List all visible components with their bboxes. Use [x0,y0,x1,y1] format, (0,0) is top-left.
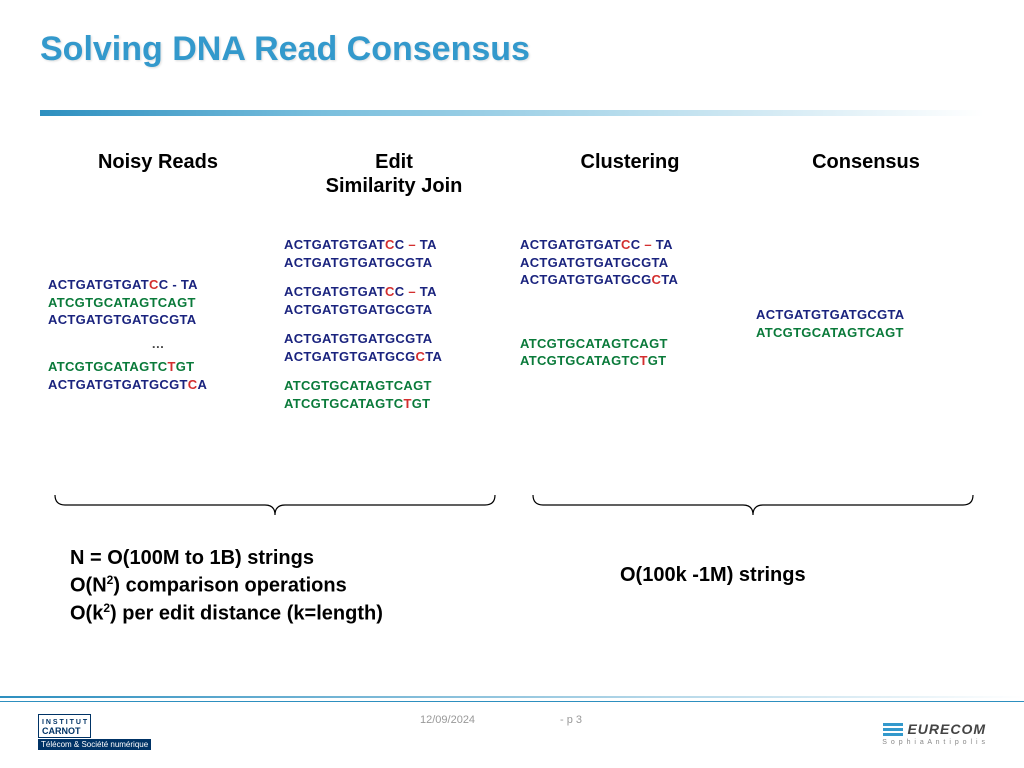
col-noisy-header: Noisy Reads [48,150,268,206]
logo-eurecom: EURECOM S o p h i a A n t i p o l i s [882,721,986,746]
logo-carnot: I N S T I T U TCARNOT Télécom & Société … [38,714,151,750]
col-consensus-header: Consensus [756,150,976,206]
consensus-sequences: ACTGATGTGATGCGTA ATCGTGCATAGTCAGT [756,306,976,341]
brace-left [50,490,500,520]
columns-row: Noisy Reads ACTGATGTGATCC - TA ATCGTGCAT… [40,150,984,424]
col-consensus: Consensus ACTGATGTGATGCGTA ATCGTGCATAGTC… [748,150,984,424]
footer-date: 12/09/2024 [420,714,475,726]
title-divider [40,110,984,116]
edit-sequences: ACTGATGTGATCC – TA ACTGATGTGATGCGTA ACTG… [284,236,504,412]
col-noisy: Noisy Reads ACTGATGTGATCC - TA ATCGTGCAT… [40,150,276,424]
clustering-sequences: ACTGATGTGATCC – TA ACTGATGTGATGCGTA ACTG… [520,236,740,370]
col-edit: Edit Similarity Join ACTGATGTGATCC – TA … [276,150,512,424]
col-edit-header: Edit Similarity Join [284,150,504,206]
footer-line-bot [0,701,1024,702]
complexity-right: O(100k -1M) strings [620,562,806,589]
col-clustering: Clustering ACTGATGTGATCC – TA ACTGATGTGA… [512,150,748,424]
footer-line-top [0,696,1024,698]
slide-title: Solving DNA Read Consensus [40,30,530,69]
col-clustering-header: Clustering [520,150,740,206]
brace-right [528,490,978,520]
noisy-sequences: ACTGATGTGATCC - TA ATCGTGCATAGTCAGT ACTG… [48,276,268,393]
footer-page: - p 3 [560,714,582,726]
complexity-left: N = O(100M to 1B) strings O(N2) comparis… [70,545,383,627]
